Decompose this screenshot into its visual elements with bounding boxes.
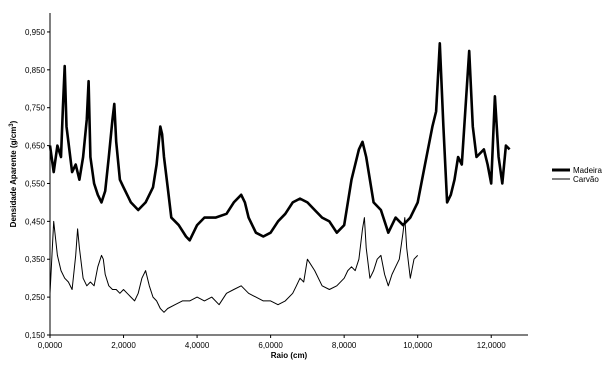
y-tick-label: 0,950 (25, 28, 46, 37)
tick-layer: 0,0000 2,0000 4,0000 6,0000 8,0000 10,0000 12,… (25, 28, 506, 350)
x-tick-label: 2,0000 (111, 341, 136, 350)
y-tick-label: 0,750 (25, 104, 46, 113)
legend-label-madeira: Madeira (573, 166, 602, 175)
y-axis-title: Densidade Aparente (g/cm3) (9, 120, 18, 227)
plot-area: 0,0000 2,0000 4,0000 6,0000 8,0000 10,0000 12,… (25, 13, 528, 350)
x-tick-label: 12,0000 (477, 341, 506, 350)
y-tick-label: 0,250 (25, 293, 46, 302)
series-line-madeira (48, 41, 511, 242)
x-tick-label: 0,0000 (38, 341, 63, 350)
x-tick-label: 10,0000 (403, 341, 432, 350)
x-tick-label: 8,0000 (332, 341, 357, 350)
y-axis-title-main: Densidade Aparente (g/cm (9, 127, 18, 228)
series-layer (48, 41, 511, 313)
legend: Madeira Carvão (552, 166, 602, 184)
y-tick-label: 0,450 (25, 217, 46, 226)
y-tick-label: 0,550 (25, 179, 46, 188)
series-line-carvao (49, 217, 419, 313)
x-tick-label: 4,0000 (185, 341, 210, 350)
y-tick-label: 0,850 (25, 66, 46, 75)
x-axis-title: Raio (cm) (271, 351, 308, 360)
y-axis-title-sup: 3 (9, 123, 15, 127)
y-tick-label: 0,650 (25, 142, 46, 151)
y-tick-label: 0,150 (25, 331, 46, 340)
legend-label-carvao: Carvão (573, 175, 599, 184)
x-tick-label: 6,0000 (258, 341, 283, 350)
y-axis-title-tail: ) (9, 120, 18, 123)
y-tick-label: 0,350 (25, 255, 46, 264)
